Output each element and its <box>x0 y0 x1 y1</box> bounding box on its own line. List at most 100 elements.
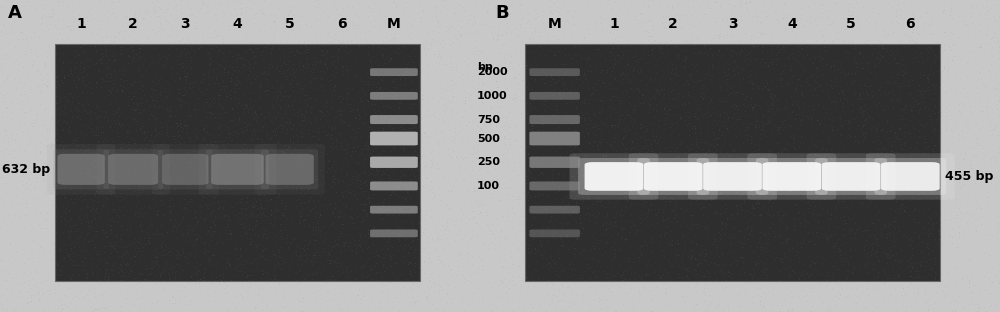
Point <box>394 239 410 244</box>
Point <box>906 172 922 177</box>
Point <box>541 248 557 253</box>
Point <box>140 147 156 152</box>
Point <box>804 263 820 268</box>
Point <box>39 129 55 134</box>
Point <box>915 88 931 93</box>
Point <box>582 292 598 297</box>
Point <box>821 116 837 121</box>
Point <box>242 249 258 254</box>
Point <box>678 207 694 212</box>
Point <box>287 236 303 241</box>
Point <box>913 99 929 104</box>
Point <box>829 192 845 197</box>
Point <box>104 244 120 249</box>
Point <box>451 129 467 134</box>
Point <box>638 127 654 132</box>
Point <box>632 11 648 16</box>
Point <box>671 275 687 280</box>
Point <box>928 133 944 138</box>
FancyBboxPatch shape <box>874 158 946 195</box>
Point <box>332 261 348 266</box>
Point <box>206 111 222 116</box>
Point <box>271 191 287 196</box>
Point <box>595 122 611 127</box>
Point <box>992 168 1000 173</box>
Point <box>409 222 425 227</box>
Point <box>505 193 521 198</box>
Point <box>48 192 64 197</box>
Point <box>30 129 46 134</box>
Point <box>460 18 476 23</box>
Point <box>136 277 152 282</box>
Point <box>767 180 783 185</box>
Point <box>187 26 203 31</box>
Point <box>720 92 736 97</box>
Point <box>674 212 690 217</box>
Point <box>237 124 253 129</box>
Point <box>193 54 209 59</box>
Point <box>884 141 900 146</box>
Point <box>50 306 66 311</box>
Point <box>98 114 114 119</box>
Point <box>85 146 101 151</box>
Point <box>187 20 203 25</box>
Point <box>839 206 855 211</box>
Point <box>203 110 219 115</box>
Point <box>755 267 771 272</box>
Point <box>56 256 72 261</box>
Point <box>972 45 988 50</box>
Point <box>126 190 142 195</box>
Point <box>719 127 735 132</box>
Point <box>298 122 314 127</box>
Point <box>878 188 894 193</box>
Point <box>625 234 641 239</box>
Point <box>444 189 460 194</box>
Point <box>313 47 329 52</box>
Point <box>892 117 908 122</box>
Point <box>304 167 320 172</box>
Point <box>264 135 280 140</box>
Point <box>158 264 174 269</box>
Point <box>312 116 328 121</box>
Point <box>63 185 79 190</box>
Point <box>754 50 770 55</box>
Point <box>640 272 656 277</box>
Point <box>603 169 619 174</box>
Point <box>582 58 598 63</box>
Point <box>288 126 304 131</box>
Point <box>920 180 936 185</box>
Point <box>95 156 111 161</box>
Point <box>140 7 156 12</box>
Point <box>124 135 140 140</box>
Point <box>406 18 422 23</box>
Point <box>280 261 296 266</box>
Point <box>295 63 311 68</box>
Point <box>307 115 323 119</box>
Point <box>752 131 768 136</box>
Point <box>969 301 985 306</box>
Point <box>506 169 522 174</box>
Point <box>753 294 769 299</box>
Point <box>317 196 333 201</box>
Point <box>804 271 820 276</box>
Point <box>136 166 152 171</box>
Point <box>796 237 812 242</box>
Point <box>390 224 406 229</box>
Point <box>541 48 557 53</box>
Point <box>312 141 328 146</box>
Point <box>429 256 445 261</box>
Point <box>420 45 436 50</box>
Point <box>183 6 199 11</box>
Point <box>852 116 868 121</box>
Point <box>943 8 959 13</box>
Point <box>320 165 336 170</box>
Point <box>113 266 129 271</box>
Point <box>435 44 451 49</box>
Point <box>313 83 329 88</box>
Point <box>602 23 618 28</box>
Point <box>688 61 704 66</box>
Point <box>423 178 439 183</box>
Point <box>71 243 87 248</box>
Point <box>282 144 298 149</box>
Point <box>396 126 412 131</box>
